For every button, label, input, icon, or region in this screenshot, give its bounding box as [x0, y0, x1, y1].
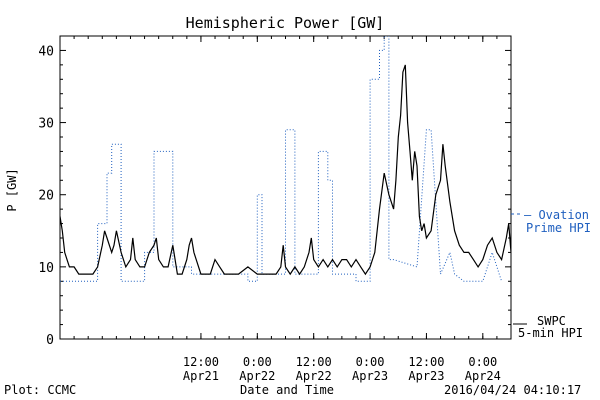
- y-tick-label: 10: [38, 261, 54, 276]
- x-tick-label-time: 12:00: [408, 355, 444, 369]
- legend-ovation-line1: – Ovation: [524, 208, 589, 222]
- y-axis-ticks: 0 10 20 30 40: [38, 44, 511, 348]
- legend-ovation-line2: Prime HPI: [526, 221, 591, 235]
- footer-plot-credit: Plot: CCMC: [4, 383, 76, 397]
- x-tick-label-time: 0:00: [356, 355, 385, 369]
- x-tick-label-time: 0:00: [468, 355, 497, 369]
- footer-timestamp: 2016/04/24 04:10:17: [444, 383, 581, 397]
- legend-swpc-line2: 5-min HPI: [518, 326, 583, 340]
- y-axis-label: P [GW]: [5, 168, 19, 211]
- x-tick-label-date: Apr24: [465, 369, 501, 383]
- y-tick-label: 20: [38, 189, 54, 204]
- plot-frame: [59, 35, 512, 340]
- y-tick-label: 0: [46, 333, 54, 348]
- x-tick-label-time: 12:00: [183, 355, 219, 369]
- chart-title: Hemispheric Power [GW]: [186, 14, 385, 32]
- legend-swpc-line1: SWPC: [537, 314, 566, 328]
- footer-x-axis-label: Date and Time: [240, 383, 334, 397]
- x-tick-label-date: Apr21: [183, 369, 219, 383]
- x-tick-label-date: Apr23: [352, 369, 388, 383]
- x-tick-label-date: Apr22: [296, 369, 332, 383]
- series-layer: [60, 36, 511, 282]
- x-tick-label-time: 0:00: [243, 355, 272, 369]
- y-tick-label: 30: [38, 117, 54, 132]
- ovation-prime-hpi-line: [60, 36, 503, 282]
- y-tick-label: 40: [38, 44, 54, 59]
- x-tick-label-time: 12:00: [296, 355, 332, 369]
- x-tick-label-date: Apr22: [239, 369, 275, 383]
- x-axis-ticks: 12:00Apr210:00Apr2212:00Apr220:00Apr2312…: [59, 36, 512, 383]
- x-tick-label-date: Apr23: [408, 369, 444, 383]
- swpc-hpi-line: [60, 64, 511, 276]
